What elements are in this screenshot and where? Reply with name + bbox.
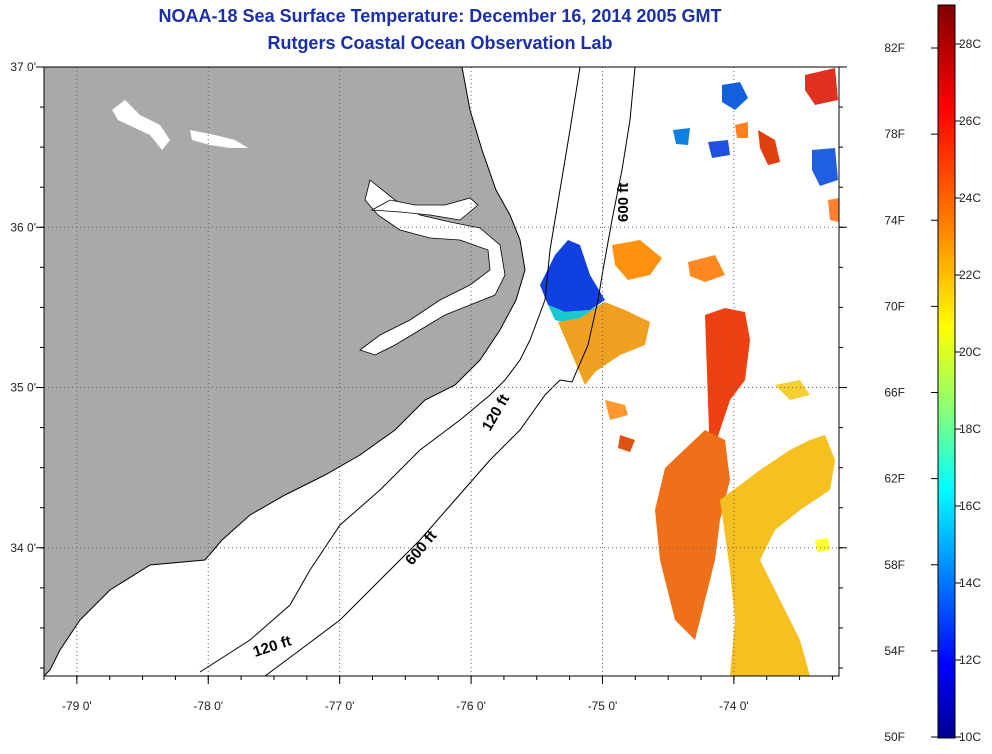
lat-tick-label: 36 0' bbox=[10, 220, 36, 234]
lat-tick-label: 34 0' bbox=[10, 541, 36, 555]
lon-tick-label: -75 0' bbox=[588, 699, 618, 713]
plot-frame bbox=[43, 66, 840, 677]
colorbar-c-label: 20C bbox=[959, 345, 981, 359]
colorbar-f-label: 50F bbox=[884, 730, 905, 744]
lon-tick-label: -78 0' bbox=[193, 699, 223, 713]
contour-600ft-north bbox=[559, 67, 636, 383]
colorbar-f-label: 82F bbox=[884, 41, 905, 55]
colorbar-c-label: 24C bbox=[959, 191, 981, 205]
colorbar-f-label: 66F bbox=[884, 386, 905, 400]
contour-120ft-inner bbox=[199, 67, 581, 673]
colorbar-c-label: 28C bbox=[959, 37, 981, 51]
colorbar-c-label: 26C bbox=[959, 114, 981, 128]
contour-600ft-south bbox=[264, 379, 561, 676]
colorbar-c-label: 18C bbox=[959, 422, 981, 436]
colorbar bbox=[937, 4, 956, 739]
contour-label-600-north: 600 ft bbox=[615, 183, 632, 222]
lon-tick-label: -76 0' bbox=[456, 699, 486, 713]
colorbar-fahrenheit-labels: 82F 78F 74F 70F 66F 62F 58F 54F 50F bbox=[884, 41, 938, 744]
albemarle-sound bbox=[370, 197, 479, 221]
colorbar-f-label: 78F bbox=[884, 127, 905, 141]
colorbar-f-label: 70F bbox=[884, 299, 905, 313]
colorbar-celsius-labels: 28C 26C 24C 22C 20C 18C 16C 14C 12C 10C bbox=[955, 37, 981, 744]
inland-river bbox=[112, 100, 170, 150]
colorbar-c-label: 16C bbox=[959, 499, 981, 513]
sst-data bbox=[540, 68, 839, 676]
colorbar-f-label: 58F bbox=[884, 558, 905, 572]
colorbar-c-label: 22C bbox=[959, 268, 981, 282]
lat-tick-label: 35 0' bbox=[10, 381, 36, 395]
lat-tick-label: 37 0' bbox=[10, 60, 36, 74]
lon-tick-label: -74 0' bbox=[719, 699, 749, 713]
lon-tick-label: -79 0' bbox=[62, 699, 92, 713]
graticule bbox=[44, 67, 839, 676]
colorbar-c-label: 14C bbox=[959, 576, 981, 590]
pamlico-sound bbox=[359, 179, 506, 356]
chart-title: NOAA-18 Sea Surface Temperature: Decembe… bbox=[158, 6, 722, 26]
bathymetry-contours bbox=[199, 67, 636, 676]
lon-tick-label: -77 0' bbox=[325, 699, 355, 713]
colorbar-c-label: 10C bbox=[959, 730, 981, 744]
plot-area: 600 ft 120 ft 600 ft 120 ft bbox=[44, 67, 839, 676]
colorbar-f-label: 54F bbox=[884, 644, 905, 658]
colorbar-c-label: 12C bbox=[959, 653, 981, 667]
inland-river-2 bbox=[190, 130, 248, 148]
colorbar-f-label: 62F bbox=[884, 472, 905, 486]
chart-subtitle: Rutgers Coastal Ocean Observation Lab bbox=[267, 33, 613, 53]
colorbar-f-label: 74F bbox=[884, 213, 905, 227]
axes: -79 0' -78 0' -77 0' -76 0' -75 0' -74 0' 37 0… bbox=[10, 60, 847, 713]
